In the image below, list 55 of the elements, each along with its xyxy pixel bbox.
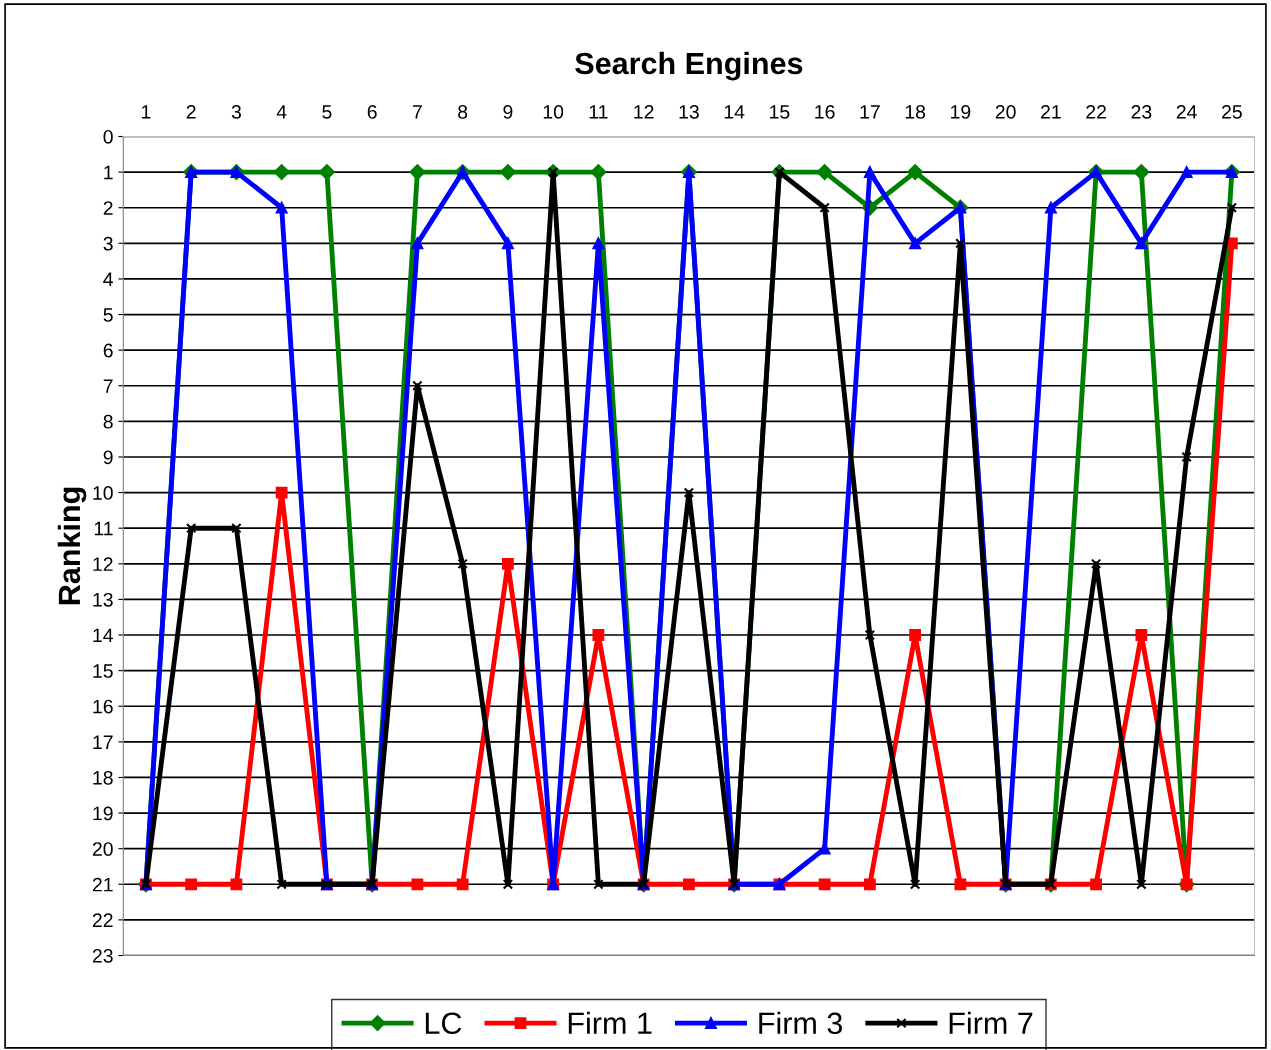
y-tick-label: 15 [93,664,113,678]
y-tick-label: 12 [93,557,113,571]
y-tick-label: 10 [93,486,113,500]
y-tick-label: 11 [94,521,113,536]
x-tick-label: 10 [543,105,564,119]
y-tick-label: 23 [92,948,113,963]
x-tick-label: 7 [412,105,422,119]
y-tick-label: 3 [103,236,113,251]
x-tick-label: 13 [679,105,699,119]
x-tick-label: 17 [860,105,880,119]
x-tick-label: 19 [951,105,971,119]
legend-label: LC [425,1012,462,1035]
y-tick-label: 7 [103,379,113,393]
y-tick-label: 19 [93,806,113,821]
x-tick-label: 3 [231,105,241,119]
y-tick-label: 13 [93,592,113,607]
legend-label: Firm 7 [949,1011,1033,1034]
y-tick-label: 14 [93,628,113,643]
x-tick-label: 4 [276,105,287,119]
x-tick-label: 15 [770,105,790,119]
y-tick-label: 4 [103,272,113,286]
x-tick-label: 1 [141,105,151,119]
chart-title: Search Engines [575,51,803,81]
y-tick-label: 18 [93,770,113,785]
x-tick-label: 21 [1041,105,1061,119]
y-tick-label: 16 [93,699,113,714]
y-tick-label: 17 [93,735,113,749]
x-tick-label: 18 [905,105,926,119]
y-tick-label: 22 [92,913,113,927]
y-tick-label: 20 [92,842,113,856]
x-tick-label: 24 [1176,105,1197,119]
x-tick-label: 22 [1086,105,1106,119]
x-tick-label: 12 [634,105,654,119]
x-tick-label: 2 [186,105,196,119]
y-tick-label: 2 [103,201,113,215]
x-tick-label: 9 [503,105,513,119]
y-tick-label: 5 [103,308,113,322]
legend-label: Firm 1 [568,1011,652,1034]
y-tick-label: 6 [103,343,113,358]
x-tick-label: 5 [322,105,332,119]
y-tick-label: 21 [92,877,113,892]
x-tick-label: 11 [589,105,608,119]
x-tick-label: 8 [458,105,468,119]
y-tick-label: 0 [103,129,113,144]
x-tick-label: 25 [1222,105,1242,119]
y-tick-label: 9 [103,450,113,465]
x-tick-label: 16 [815,105,835,119]
x-tick-label: 6 [367,105,377,119]
y-tick-label: 1 [104,165,113,180]
y-axis-title: Ranking [57,487,87,605]
x-tick-label: 20 [995,105,1016,119]
x-tick-label: 14 [724,105,745,119]
legend-label: Firm 3 [759,1011,843,1035]
y-tick-label: 8 [103,414,113,429]
x-tick-label: 23 [1131,105,1152,119]
